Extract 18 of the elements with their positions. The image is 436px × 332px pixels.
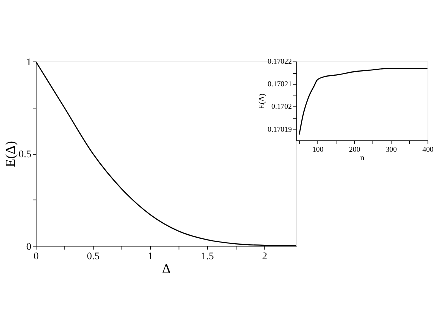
x-tick-label: 0.5 [87, 251, 100, 262]
y-tick-label: 1 [26, 58, 32, 69]
x-tick-label: 0 [34, 251, 39, 262]
y-tick-label: 0.17019 [268, 124, 292, 134]
x-tick-label: 100 [312, 144, 324, 154]
x-tick-label: 2 [262, 251, 268, 262]
x-tick-label: 300 [386, 144, 398, 154]
x-axis-title: Δ [162, 262, 172, 277]
line-series [298, 68, 428, 136]
y-tick-label: 0.17022 [268, 57, 292, 66]
x-tick-label: 200 [349, 144, 361, 154]
y-tick-label: 0.1702 [272, 102, 292, 112]
y-tick-label: 0 [26, 242, 32, 253]
x-tick-label: 1 [148, 251, 154, 262]
x-tick-label: 400 [422, 144, 434, 154]
y-axis-title: E(Δ) [2, 141, 18, 168]
y-tick-label: 0.17021 [268, 80, 292, 89]
x-tick-label: 1.5 [201, 251, 214, 262]
